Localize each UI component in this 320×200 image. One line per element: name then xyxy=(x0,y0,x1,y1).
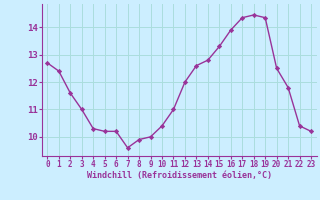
X-axis label: Windchill (Refroidissement éolien,°C): Windchill (Refroidissement éolien,°C) xyxy=(87,171,272,180)
